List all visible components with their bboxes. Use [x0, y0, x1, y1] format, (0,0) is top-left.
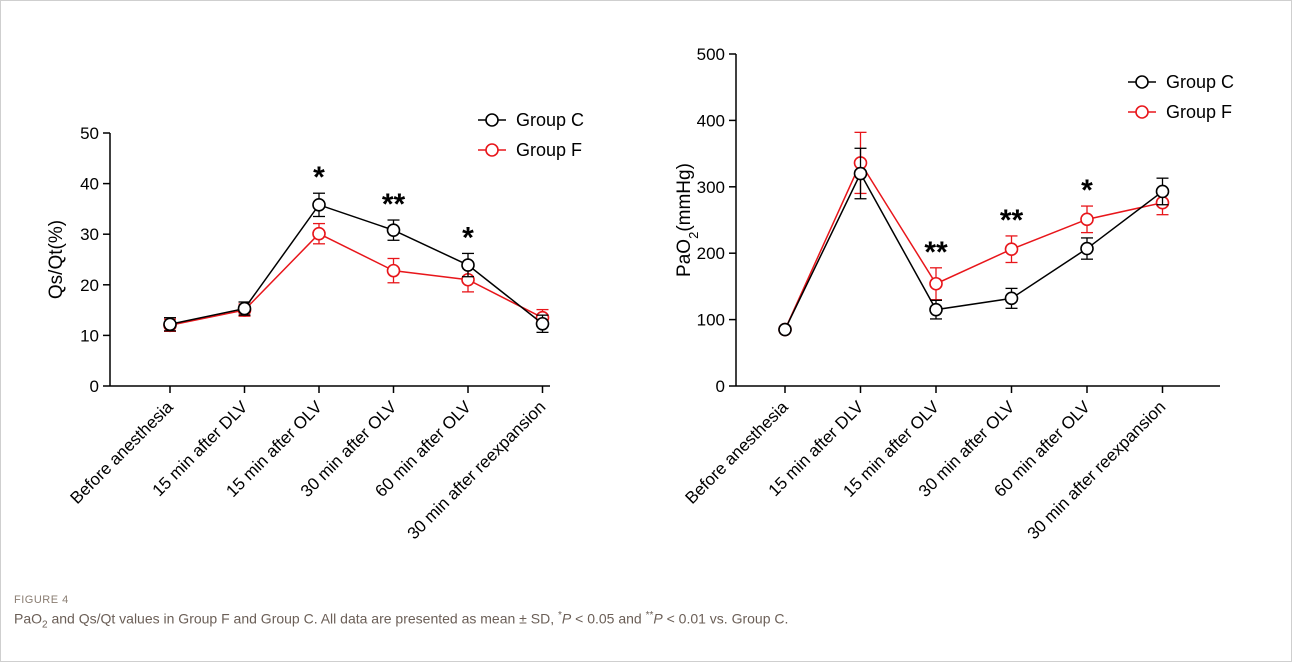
significance-marker: * [1081, 174, 1093, 207]
data-point [386, 263, 401, 278]
data-point [535, 316, 550, 331]
significance-marker: * [313, 161, 325, 194]
data-point [778, 322, 792, 337]
legend-entry: Group F [1128, 102, 1232, 122]
series-group-c [778, 147, 1170, 337]
significance-marker: ** [924, 236, 948, 269]
data-point [1155, 184, 1170, 199]
y-tick-label: 200 [697, 244, 725, 263]
data-point [1004, 242, 1019, 257]
y-tick-label: 30 [80, 225, 99, 244]
data-point [1004, 291, 1019, 306]
significance-marker: * [462, 221, 474, 254]
data-point [237, 301, 252, 316]
data-point [312, 198, 326, 212]
legend-entry: Group C [1128, 72, 1234, 92]
figure-caption-text: PaO2 and Qs/Qt values in Group F and Gro… [14, 610, 789, 631]
figure-label: FIGURE 4 [14, 594, 69, 606]
data-point [853, 166, 868, 181]
series-group-f [778, 131, 1170, 337]
series-group-f [163, 222, 550, 333]
legend-entry: Group F [478, 140, 582, 160]
y-tick-label: 20 [80, 276, 99, 295]
y-tick-label: 40 [80, 175, 99, 194]
y-axis-label: Qs/Qt(%) [46, 220, 67, 299]
y-tick-label: 400 [697, 111, 725, 130]
data-point [1080, 212, 1094, 227]
legend-label: Group C [1166, 72, 1234, 92]
significance-marker: ** [1000, 204, 1024, 237]
series-line [169, 203, 543, 326]
data-point [163, 317, 177, 332]
legend-label: Group C [516, 110, 584, 130]
y-tick-label: 50 [80, 124, 99, 143]
x-tick-label: 30 min after reexpansion [404, 397, 550, 543]
data-point [386, 223, 401, 237]
series-group-c [163, 192, 550, 334]
data-point [929, 276, 943, 291]
legend-label: Group F [516, 140, 582, 160]
data-point [461, 258, 475, 272]
series-line [784, 161, 1163, 330]
legend-marker [485, 113, 499, 127]
x-tick-label: 30 min after reexpansion [1024, 397, 1170, 543]
legend-label: Group F [1166, 102, 1232, 122]
legend-marker [1135, 75, 1149, 89]
y-tick-label: 300 [697, 178, 725, 197]
data-point [929, 302, 943, 317]
legend-marker [485, 143, 499, 157]
significance-marker: ** [382, 188, 406, 221]
y-tick-label: 100 [697, 311, 725, 330]
y-axis-label: PaO2(mmHg) [674, 163, 701, 277]
y-tick-label: 10 [80, 326, 99, 345]
data-point [312, 226, 326, 241]
y-tick-label: 500 [697, 45, 725, 64]
legend-entry: Group C [478, 110, 584, 130]
series-line [784, 171, 1163, 330]
y-tick-label: 0 [716, 377, 725, 396]
legend-marker [1135, 105, 1149, 119]
series-line [169, 232, 543, 327]
figure-caption: FIGURE 4 PaO2 and Qs/Qt values in Group … [14, 594, 1274, 630]
y-tick-label: 0 [90, 377, 99, 396]
data-point [1080, 241, 1094, 256]
